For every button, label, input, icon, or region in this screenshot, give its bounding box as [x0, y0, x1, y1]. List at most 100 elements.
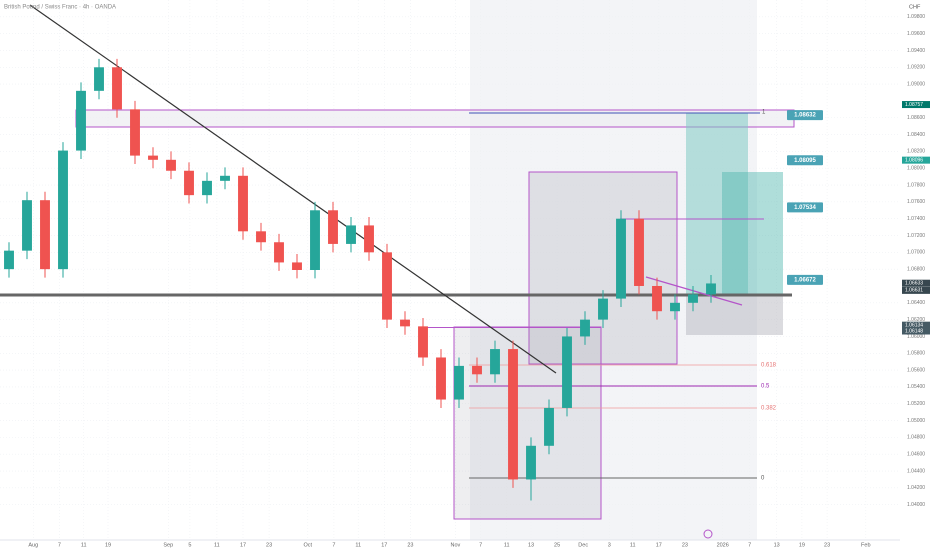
- y-tick-label: 1.04200: [907, 485, 925, 491]
- x-tick-label: 7: [332, 542, 335, 548]
- candle-body: [58, 150, 68, 270]
- candle-body: [166, 159, 176, 171]
- candle-body: [76, 90, 86, 151]
- x-tick-label: 11: [630, 542, 636, 548]
- candle-body: [202, 180, 212, 196]
- candle-body: [22, 200, 32, 251]
- price-badge-label: 1.06631: [905, 288, 923, 294]
- candles: [4, 58, 716, 501]
- candle-body: [4, 250, 14, 270]
- target-badge: [787, 202, 823, 213]
- y-tick-label: 1.09600: [907, 31, 925, 37]
- y-tick-label: 1.07800: [907, 182, 925, 188]
- candle-body: [472, 365, 482, 375]
- x-tick-label: 11: [81, 542, 87, 548]
- y-tick-label: 1.05200: [907, 401, 925, 407]
- candle-body: [220, 175, 230, 181]
- currency-label: CHF: [909, 4, 921, 10]
- y-tick-label: 1.09400: [907, 48, 925, 54]
- x-tick-label: 5: [188, 542, 191, 548]
- candle-body: [400, 319, 410, 327]
- y-tick-label: 1.06200: [907, 317, 925, 323]
- x-tick-label: 7: [479, 542, 482, 548]
- fib-label: 0.618: [761, 363, 777, 369]
- price-axis: [900, 0, 932, 550]
- candle-body: [580, 319, 590, 337]
- y-tick-label: 1.04400: [907, 468, 925, 474]
- target-label: 1.06672: [794, 278, 816, 284]
- y-tick-label: 1.05400: [907, 384, 925, 390]
- chart-title: British Pound / Swiss Franc · 4h · OANDA: [4, 5, 116, 11]
- fib-label: 1: [762, 110, 766, 116]
- x-tick-label: 17: [240, 542, 246, 548]
- x-tick-label: 13: [774, 542, 780, 548]
- event-icon[interactable]: [703, 529, 713, 539]
- candle-body: [670, 302, 680, 312]
- candle-body: [40, 200, 50, 270]
- x-tick-label: 7: [748, 542, 751, 548]
- candle-body: [256, 231, 266, 243]
- x-tick-label: 11: [355, 542, 361, 548]
- y-tick-label: 1.08200: [907, 149, 925, 155]
- y-tick-label: 1.06000: [907, 334, 925, 340]
- y-tick-label: 1.05800: [907, 351, 925, 357]
- price-badge: [902, 279, 930, 287]
- candle-body: [184, 170, 194, 196]
- target-badge: [787, 110, 823, 121]
- candle-body: [418, 326, 428, 358]
- x-tick-label: Aug: [28, 542, 38, 548]
- candle-body: [634, 218, 644, 286]
- x-tick-label: Feb: [861, 542, 870, 548]
- y-tick-label: 1.04000: [907, 502, 925, 508]
- candle-body: [310, 210, 320, 270]
- fib-label: 0.5: [761, 384, 770, 390]
- y-tick-label: 1.07600: [907, 199, 925, 205]
- y-tick-label: 1.05600: [907, 367, 925, 373]
- y-tick-label: 1.09800: [907, 14, 925, 20]
- price-badge-label: 1.06134: [905, 323, 923, 329]
- candle-body: [436, 357, 446, 400]
- x-tick-label: 23: [824, 542, 830, 548]
- y-tick-label: 1.06800: [907, 266, 925, 272]
- y-tick-label: 1.06400: [907, 300, 925, 306]
- y-tick-label: 1.07000: [907, 250, 925, 256]
- x-tick-label: 11: [214, 542, 220, 548]
- fib-label: 0: [761, 476, 765, 482]
- x-tick-label: 13: [528, 542, 534, 548]
- price-badge: [902, 101, 930, 109]
- target-label: 1.08632: [794, 113, 816, 119]
- candle-body: [292, 262, 302, 270]
- y-tick-label: 1.08000: [907, 166, 925, 172]
- candle-body: [238, 175, 248, 232]
- target-label: 1.07534: [794, 205, 816, 211]
- target-badge: [787, 155, 823, 166]
- trend-line: [29, 4, 557, 374]
- price-badge: [902, 286, 930, 294]
- x-tick-label: 19: [105, 542, 111, 548]
- trend-line: [645, 276, 743, 306]
- x-tick-label: 17: [656, 542, 662, 548]
- grid: [0, 0, 900, 540]
- long-target: [722, 172, 783, 295]
- x-tick-label: 25: [554, 542, 560, 548]
- x-tick-label: 11: [504, 542, 510, 548]
- candle-body: [598, 298, 608, 320]
- candle-body: [130, 109, 140, 156]
- x-tick-label: 19: [799, 542, 805, 548]
- y-tick-label: 1.09200: [907, 65, 925, 71]
- candle-body: [526, 445, 536, 480]
- candle-body: [364, 225, 374, 253]
- y-tick-label: 1.07200: [907, 233, 925, 239]
- x-tick-label: Dec: [578, 542, 588, 548]
- candle-body: [382, 252, 392, 320]
- candle-body: [346, 225, 356, 244]
- y-tick-label: 1.04800: [907, 435, 925, 441]
- candle-body: [274, 242, 284, 263]
- candle-body: [544, 407, 554, 446]
- x-tick-label: 7: [58, 542, 61, 548]
- candle-body: [562, 336, 572, 408]
- x-tick-label: Oct: [304, 542, 313, 548]
- x-tick-label: 17: [381, 542, 387, 548]
- zone: [528, 171, 678, 365]
